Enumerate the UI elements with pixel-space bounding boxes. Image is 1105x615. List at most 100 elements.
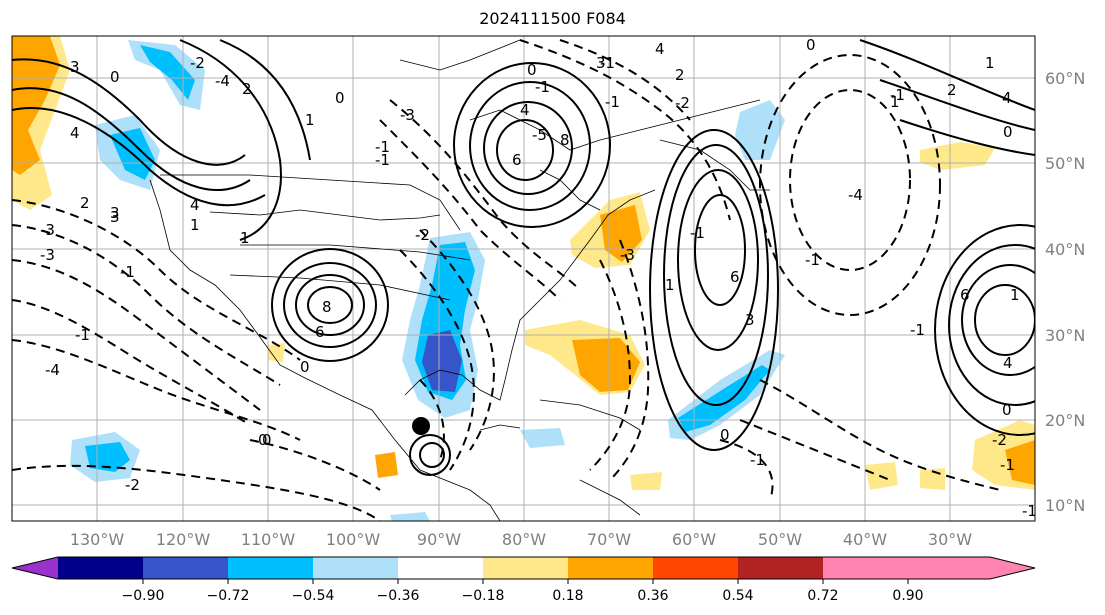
positive-anomaly-region [268,343,285,362]
lat-label: 40°N [1045,240,1085,259]
colorbar-tick-label: 0.18 [552,588,583,604]
coastlines [149,39,770,521]
contour-label: -1 [690,224,705,242]
contour-label: 2 [675,66,685,84]
contour-label: -1 [75,326,90,344]
contour-label: -1 [805,251,820,269]
latitude-labels: 60°N 50°N 40°N 30°N 20°N 10°N [1045,69,1085,515]
lon-label: 100°W [326,530,381,549]
contour-label: 4 [655,40,665,58]
contour-label: -4 [215,72,230,90]
positive-anomaly-region [1005,440,1035,485]
colorbar-segment [738,557,824,579]
colorbar-segment [823,557,909,579]
contour-label: -3 [620,246,635,264]
contour-label: 2 [80,194,90,212]
colorbar-segment [313,557,399,579]
negative-anomaly-region [390,512,430,521]
lon-label: 120°W [156,530,211,549]
map-frame [11,35,1036,522]
contour-label: 0 [806,36,816,54]
contours-negative [12,39,1001,521]
colorbar-segment [228,557,314,579]
contour-label: -1 [535,78,550,96]
lon-label: 80°W [502,530,546,549]
contour-label: -1 [600,54,615,72]
negative-anomaly-region [422,330,462,392]
contour-label: -1 [890,86,905,104]
contour-label: 6 [315,323,325,341]
contour-label: -1 [1000,456,1015,474]
storm-position-marker [412,417,430,435]
contour-label: 4 [70,124,80,142]
lon-label: 60°W [672,530,716,549]
negative-anomaly-region [520,428,565,448]
positive-anomaly-region [630,472,662,490]
contour-label: -1 [375,151,390,169]
lon-label: 50°W [758,530,802,549]
lon-label: 70°W [587,530,631,549]
contours-positive [12,39,1035,451]
contour-label: 4 [1003,354,1013,372]
colorbar-extend-min [12,557,58,579]
contour-label: -1 [375,138,390,156]
lat-label: 30°N [1045,326,1085,345]
contour-label: 8 [322,298,332,316]
contour-label: 2 [242,80,252,98]
lon-label: 90°W [417,530,461,549]
contour-label: 4 [520,101,530,119]
contour-label: 3 [745,311,755,329]
positive-anomaly-region [572,338,640,392]
colorbar-segment [398,557,484,579]
contour-label: 0 [1003,123,1013,141]
contour-label: 0 [335,89,345,107]
colorbar-tick-label: −0.36 [377,588,420,604]
contour-label: -1 [750,451,765,469]
contour-label: 1 [985,54,995,72]
contour-label: 6 [512,151,522,169]
positive-anomaly-region [375,452,398,478]
contour-label: -2 [992,431,1007,449]
contour-label: 3 [70,58,80,76]
positive-anomaly-region [12,36,60,175]
lon-label: 130°W [70,530,125,549]
contour-label: -2 [190,54,205,72]
longitude-labels: 130°W 120°W 110°W 100°W 90°W 80°W 70°W 6… [70,530,972,549]
lat-label: 20°N [1045,411,1085,430]
contour-label: -3 [40,221,55,239]
colorbar-tick-label: 0.36 [637,588,668,604]
contour-label: -3 [400,106,415,124]
contour-label: -1 [1022,502,1037,520]
storm-circle [409,434,451,476]
contour-label: 1 [665,276,675,294]
colorbar-tick-label: 0.54 [722,588,753,604]
negative-anomaly-region [140,45,195,100]
contour-label: 4 [190,196,200,214]
contour-label: 0 [1002,401,1012,419]
contour-label: 1 [1010,286,1020,304]
negative-anomaly-region [735,100,785,160]
colorbar: −0.90 −0.72 −0.54 −0.36 −0.18 0.18 0.36 … [11,556,1036,604]
contour-label: -2 [415,226,430,244]
colorbar-segment [653,557,739,579]
contour-label: -2 [125,476,140,494]
colorbar-tick-label: −0.90 [122,588,165,604]
colorbar-tick-label: 0.90 [892,588,923,604]
contour-label: 0 [110,68,120,86]
lon-label: 110°W [241,530,296,549]
lat-label: 60°N [1045,69,1085,88]
contour-label: 0 [720,426,730,444]
contour-label: -2 [675,94,690,112]
colorbar-tick-label: −0.54 [292,588,335,604]
storm-circle [419,442,445,468]
contour-label: -3 [40,246,55,264]
contour-label: -1 [605,93,620,111]
map-title: 2024111500 F084 [479,9,626,28]
contour-label: 1 [240,229,250,247]
colorbar-tick-label: −0.72 [207,588,250,604]
colorbar-segment [143,557,229,579]
shading-layer [12,36,1035,521]
colorbar-extend-max [908,557,1035,579]
contour-label: 0 [300,358,310,376]
